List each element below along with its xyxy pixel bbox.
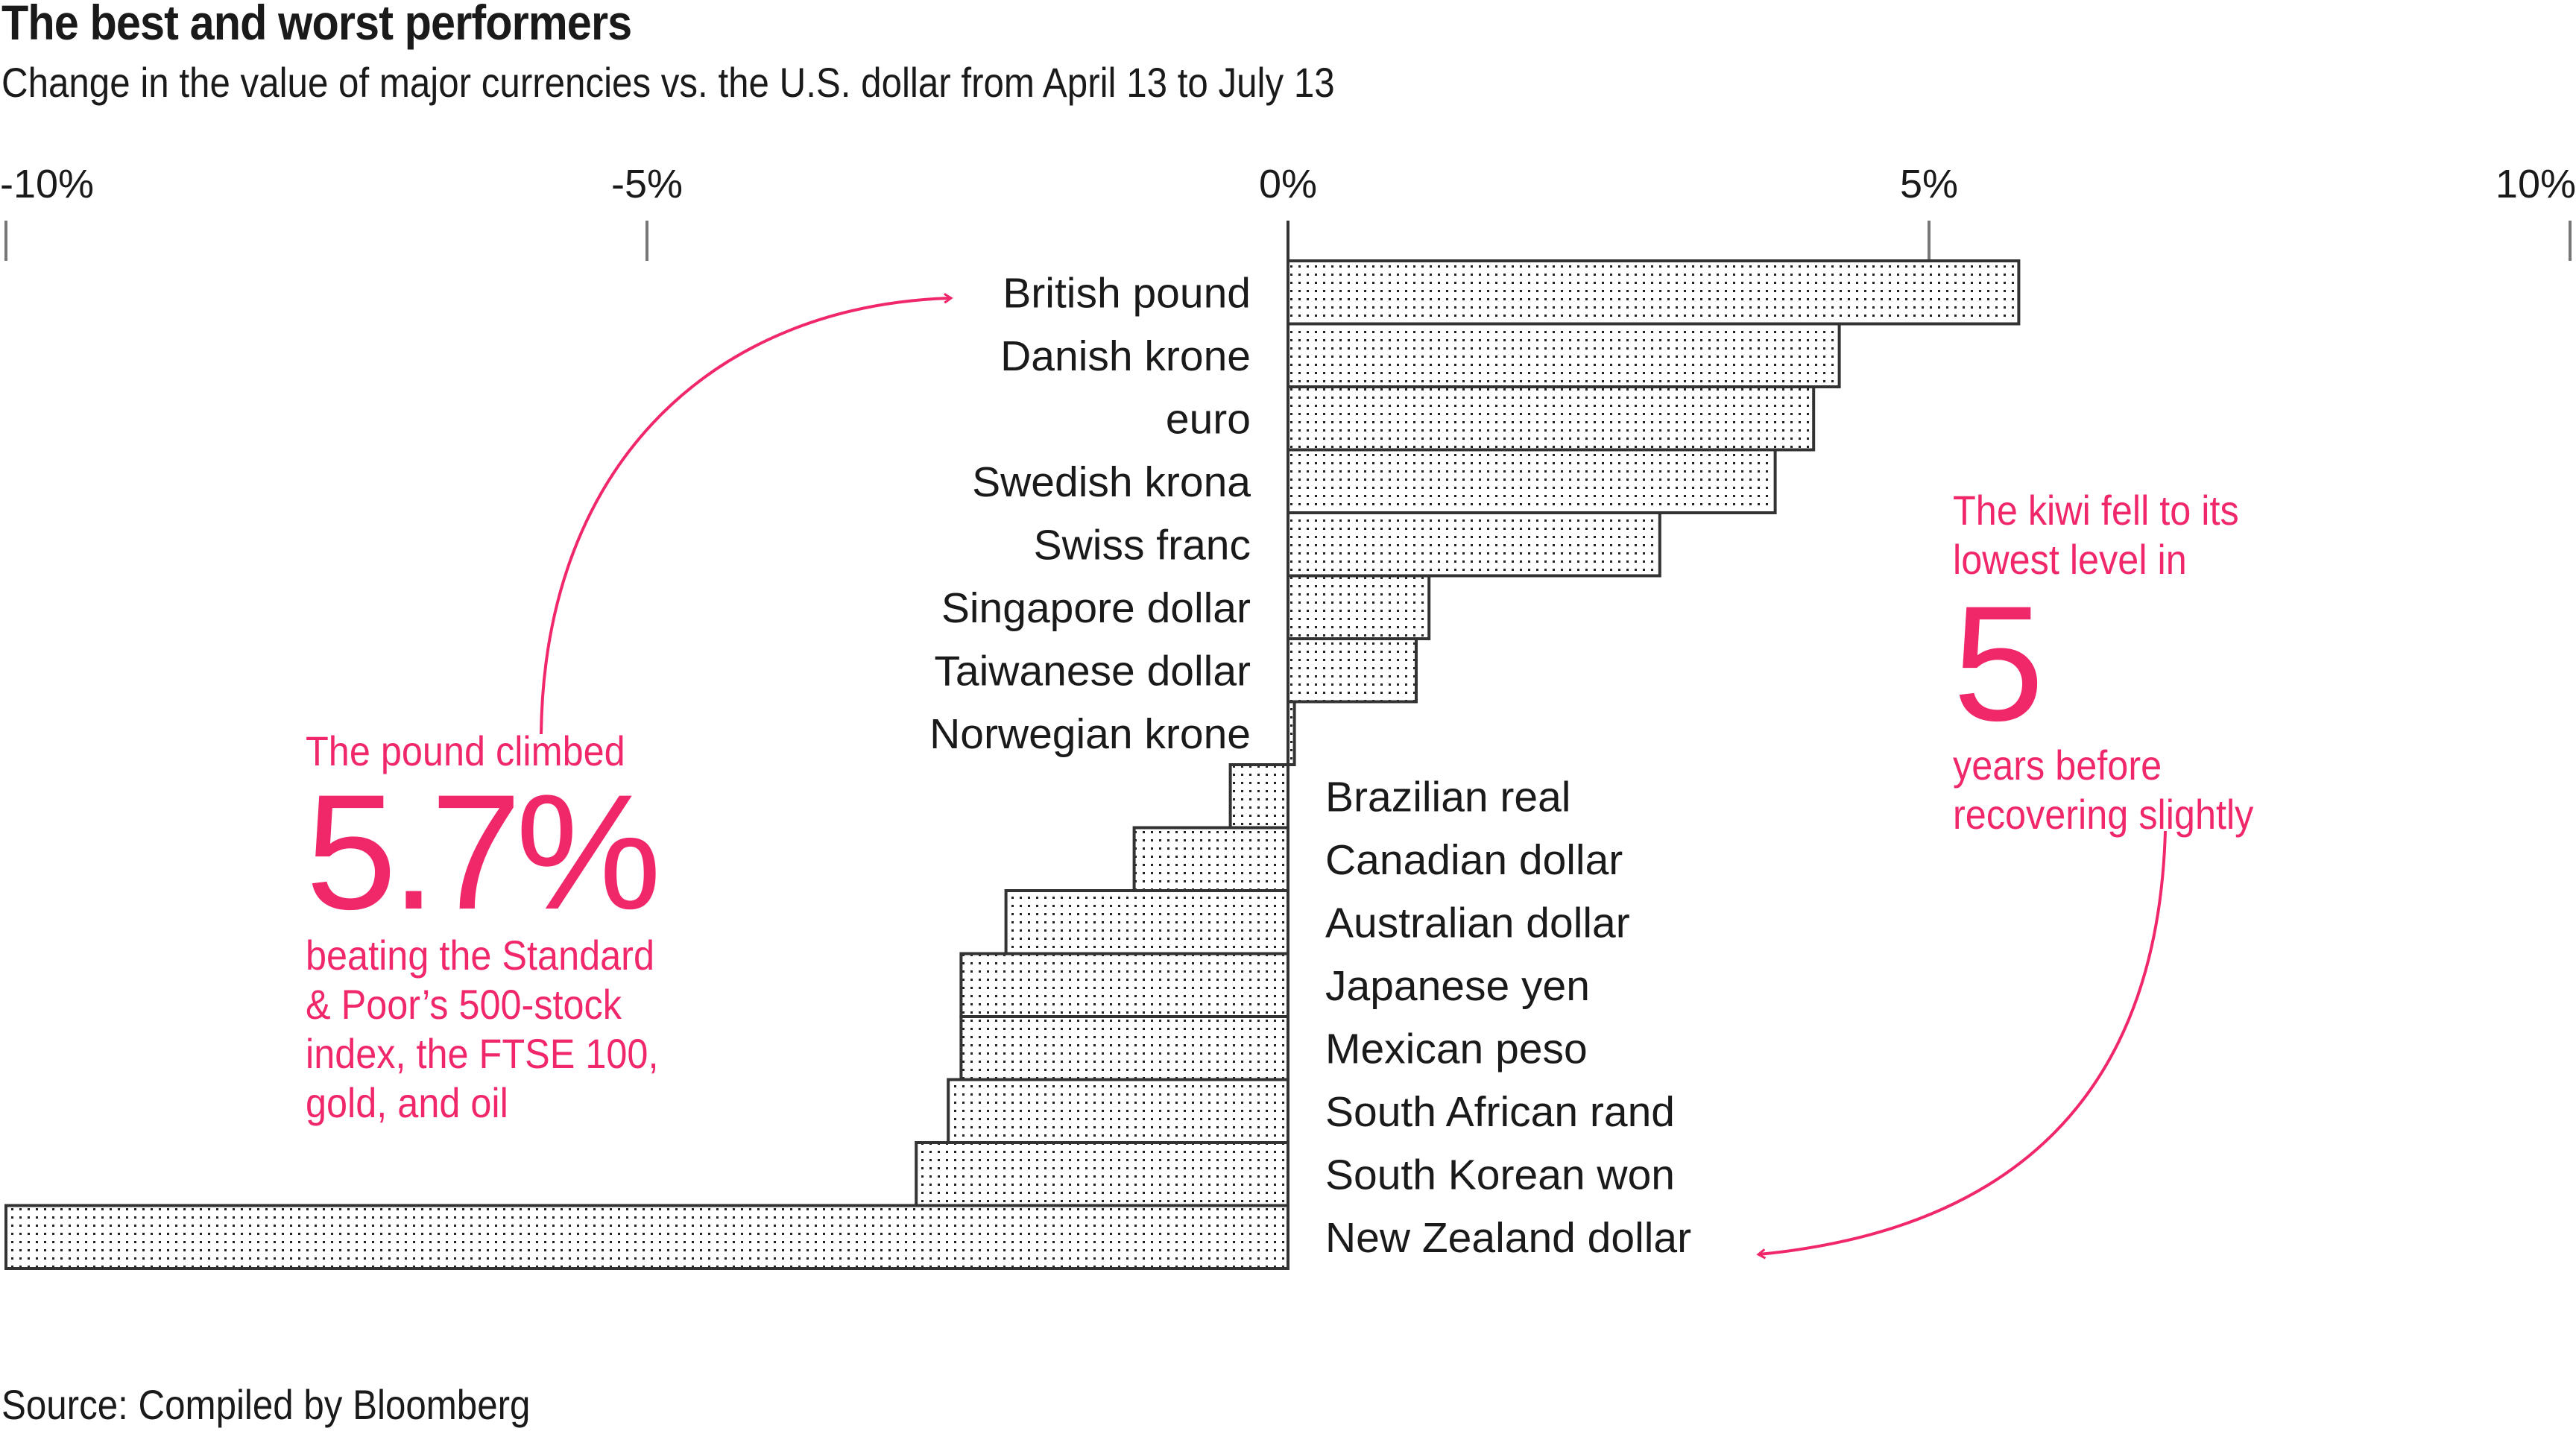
bar-mexican-peso <box>959 1015 1290 1081</box>
kiwi-annotation-line2: lowest level in <box>1953 536 2187 583</box>
pound-annotation-arrow <box>540 298 950 735</box>
category-label: Canadian dollar <box>1325 836 1623 884</box>
category-label: New Zealand dollar <box>1325 1214 1691 1262</box>
bar-australian-dollar <box>1004 889 1289 955</box>
category-label: Swedish krona <box>972 458 1251 506</box>
category-label: Taiwanese dollar <box>934 647 1251 695</box>
category-label: Danish krone <box>1000 332 1251 380</box>
category-label: Mexican peso <box>1325 1025 1588 1073</box>
bar-south-korean-won <box>915 1141 1289 1207</box>
bar-brazilian-real <box>1228 763 1289 830</box>
bar-euro <box>1287 385 1816 452</box>
bar-japanese-yen <box>959 952 1290 1018</box>
category-label: British pound <box>1003 269 1251 317</box>
category-label: euro <box>1166 395 1251 443</box>
category-label: Australian dollar <box>1325 899 1630 947</box>
chart-subtitle: Change in the value of major currencies … <box>1 59 1335 106</box>
x-tick-label: 0% <box>1259 162 1317 206</box>
kiwi-annotation-line1: The kiwi fell to its <box>1953 487 2239 534</box>
category-label: Singapore dollar <box>941 584 1251 632</box>
source-note: Source: Compiled by Bloomberg <box>1 1381 531 1428</box>
bar-new-zealand-dollar <box>4 1204 1289 1270</box>
bar-south-african-rand <box>947 1078 1289 1144</box>
kiwi-annotation: The kiwi fell to its lowest level in 5 y… <box>1953 486 2287 839</box>
bar-british-pound <box>1287 259 2021 326</box>
kiwi-annotation-line: years before <box>1953 742 2162 789</box>
pound-annotation-figure: 5.7% <box>306 760 661 944</box>
bar-norwegian-krone <box>1287 700 1296 766</box>
pound-annotation-line: & Poor’s 500-stock <box>306 981 622 1028</box>
x-tick-label: 5% <box>1900 162 1958 206</box>
bar-danish-krone <box>1287 322 1841 388</box>
bar-swiss-franc <box>1287 511 1661 578</box>
pound-annotation-line: gold, and oil <box>306 1079 508 1126</box>
category-label: Japanese yen <box>1325 962 1590 1010</box>
pound-annotation-line: beating the Standard <box>306 932 654 979</box>
bar-canadian-dollar <box>1132 826 1289 892</box>
category-labels: British pound Danish krone euro Swedish kro… <box>929 269 1691 1262</box>
category-label: Brazilian real <box>1325 773 1570 821</box>
kiwi-annotation-figure: 5 <box>1953 572 2044 755</box>
bar-swedish-krona <box>1287 448 1777 514</box>
x-tick-label: -5% <box>611 162 683 206</box>
x-tick-label: 10% <box>2496 162 2576 206</box>
chart-title: The best and worst performers <box>1 0 632 50</box>
category-label: South Korean won <box>1325 1151 1675 1198</box>
bar-taiwanese-dollar <box>1287 637 1418 704</box>
kiwi-annotation-arrow <box>1759 830 2167 1254</box>
bar-singapore-dollar <box>1287 574 1431 640</box>
kiwi-annotation-line: recovering slightly <box>1953 791 2254 838</box>
bars <box>4 259 2021 1270</box>
category-label: Norwegian krone <box>929 710 1251 758</box>
category-label: South African rand <box>1325 1088 1675 1136</box>
x-tick-label: -10% <box>0 162 94 206</box>
pound-annotation-line1: The pound climbed <box>306 727 625 774</box>
pound-annotation-line: index, the FTSE 100, <box>306 1030 659 1077</box>
category-label: Swiss franc <box>1034 521 1251 569</box>
pound-annotation: The pound climbed 5.7% beating the Stand… <box>306 727 698 1128</box>
